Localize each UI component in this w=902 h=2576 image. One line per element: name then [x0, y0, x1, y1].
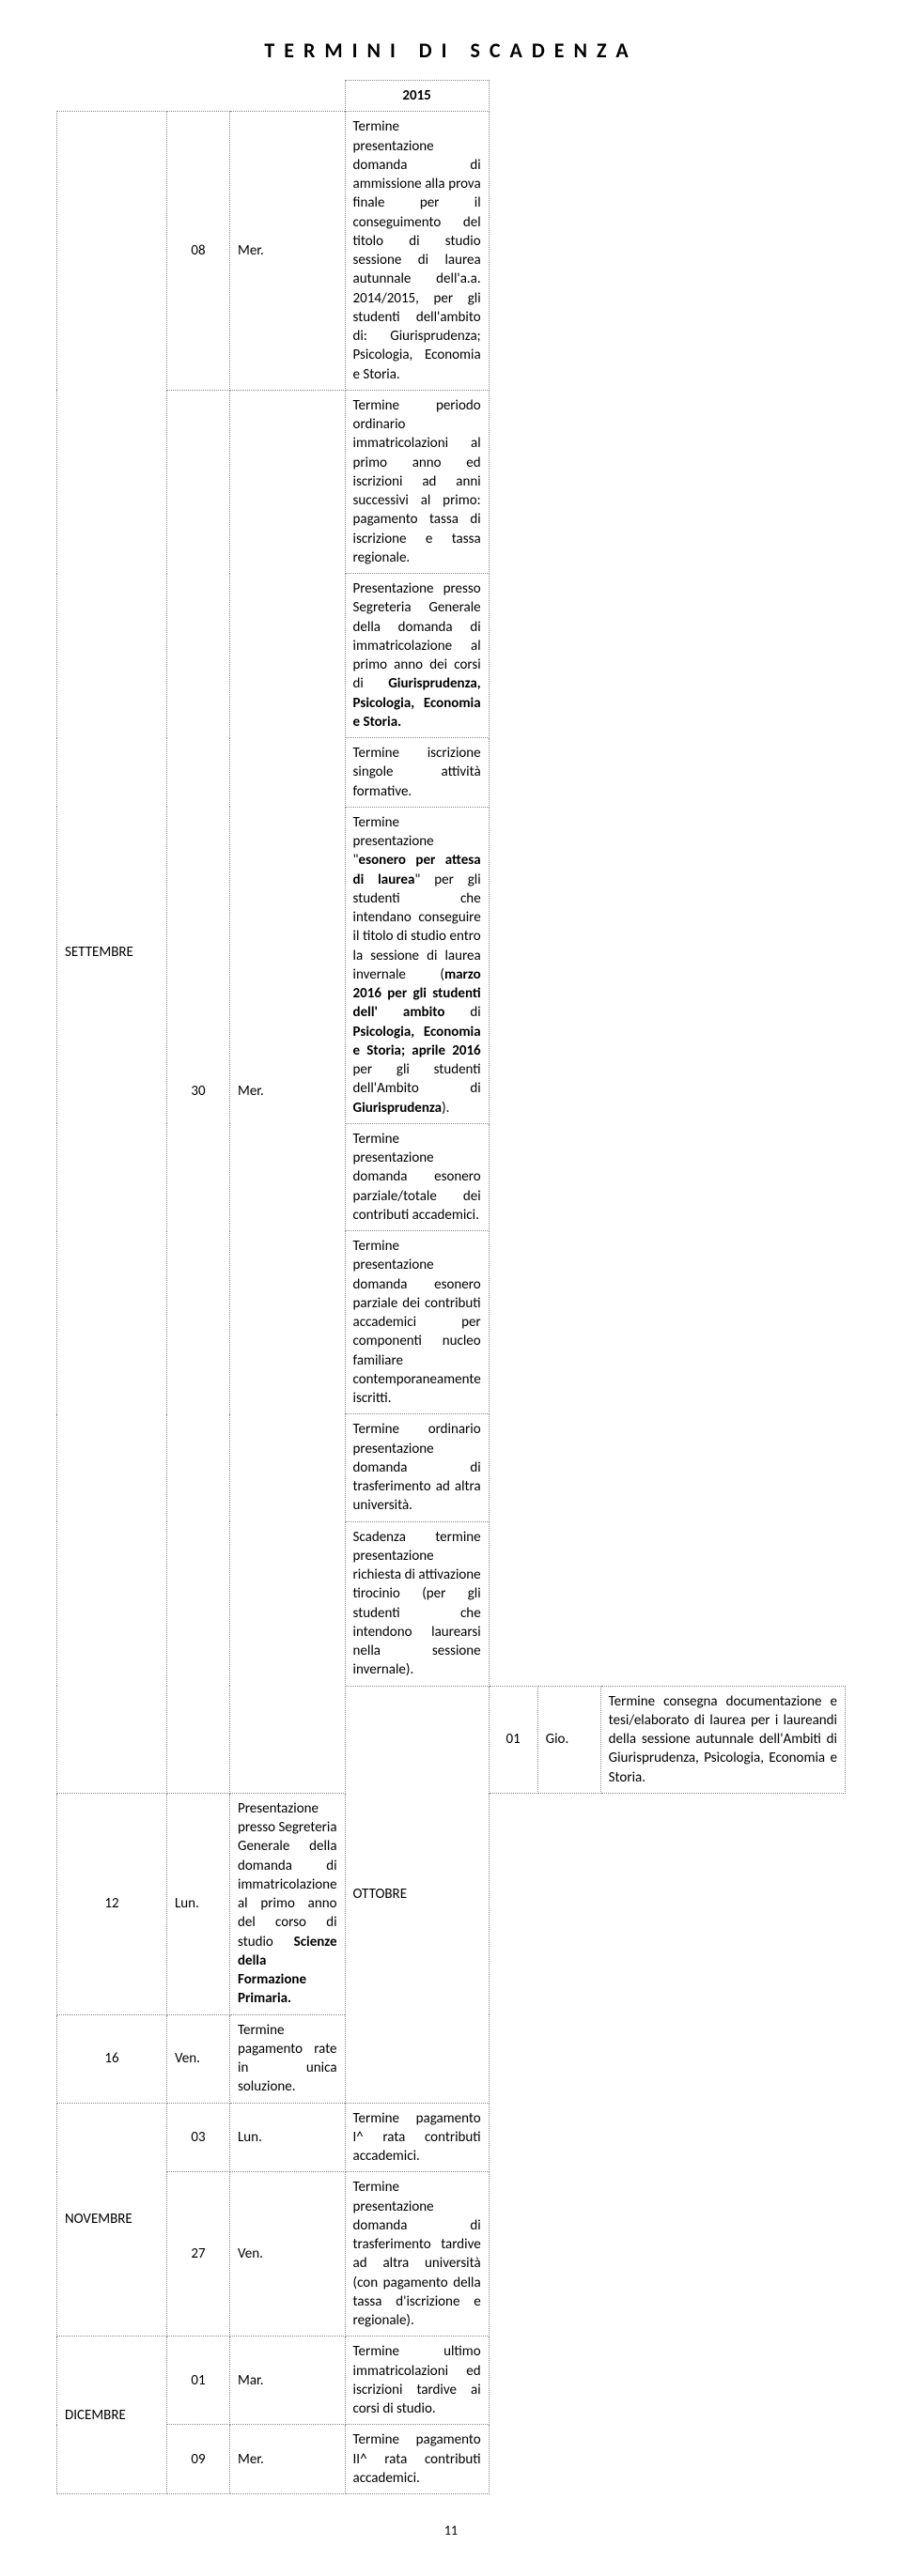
description-cell: Termine ordinario presentazione domanda …	[345, 1414, 489, 1521]
table-row: SETTEMBRE08Mer.Termine presentazione dom…	[57, 112, 846, 391]
day-cell: 08	[167, 112, 230, 391]
description-cell: Presentazione presso Segreteria Generale…	[345, 574, 489, 738]
description-cell: Presentazione presso Segreteria Generale…	[230, 1793, 346, 2014]
weekday-cell: Lun.	[230, 2103, 346, 2172]
table-row: 30Mer.Termine periodo ordinario immatric…	[57, 390, 846, 573]
page-number: 11	[56, 2522, 846, 2538]
description-cell: Termine presentazione domanda di ammissi…	[345, 112, 489, 391]
description-cell: Termine presentazione domanda di trasfer…	[345, 2172, 489, 2337]
day-cell: 12	[57, 1793, 167, 2014]
weekday-cell: Mer.	[230, 112, 346, 391]
month-cell: OTTOBRE	[345, 1686, 489, 2103]
description-cell: Termine periodo ordinario immatricolazio…	[345, 390, 489, 573]
description-cell: Termine iscrizione singole attività form…	[345, 738, 489, 808]
day-cell: 09	[167, 2425, 230, 2494]
weekday-cell: Mer.	[230, 2425, 346, 2494]
description-cell: Termine consegna documentazione e tesi/e…	[600, 1686, 845, 1793]
year-header: 2015	[345, 81, 489, 112]
weekday-cell: Lun.	[167, 1793, 230, 2014]
day-cell: 03	[167, 2103, 230, 2172]
month-cell: DICEMBRE	[57, 2337, 167, 2494]
blank-cell	[230, 81, 346, 112]
table-row: DICEMBRE01Mar.Termine ultimo immatricola…	[57, 2337, 846, 2425]
weekday-cell: Mer.	[230, 390, 346, 1793]
deadlines-table: 2015SETTEMBRE08Mer.Termine presentazione…	[56, 80, 846, 2494]
day-cell: 01	[167, 2337, 230, 2425]
weekday-cell: Ven.	[167, 2014, 230, 2103]
weekday-cell: Ven.	[230, 2172, 346, 2337]
day-cell: 01	[489, 1686, 537, 1793]
description-cell: Termine pagamento I^ rata contributi acc…	[345, 2103, 489, 2172]
table-row: NOVEMBRE03Lun.Termine pagamento I^ rata …	[57, 2103, 846, 2172]
blank-cell	[57, 81, 167, 112]
description-cell: Termine pagamento rate in unica soluzion…	[230, 2014, 346, 2103]
month-cell: NOVEMBRE	[57, 2103, 167, 2337]
table-row: 09Mer.Termine pagamento II^ rata contrib…	[57, 2425, 846, 2494]
description-cell: Termine presentazione "esonero per attes…	[345, 807, 489, 1123]
description-cell: Termine pagamento II^ rata contributi ac…	[345, 2425, 489, 2494]
description-cell: Termine presentazione domanda esonero pa…	[345, 1123, 489, 1230]
page-title: TERMINI DI SCADENZA	[56, 38, 846, 63]
description-cell: Termine presentazione domanda esonero pa…	[345, 1231, 489, 1414]
day-cell: 27	[167, 2172, 230, 2337]
blank-cell	[167, 81, 230, 112]
weekday-cell: Mar.	[230, 2337, 346, 2425]
day-cell: 30	[167, 390, 230, 1793]
month-cell: SETTEMBRE	[57, 112, 167, 1794]
day-cell: 16	[57, 2014, 167, 2103]
description-cell: Termine ultimo immatricolazioni ed iscri…	[345, 2337, 489, 2425]
table-row: 27Ven.Termine presentazione domanda di t…	[57, 2172, 846, 2337]
description-cell: Scadenza termine presentazione richiesta…	[345, 1521, 489, 1686]
weekday-cell: Gio.	[537, 1686, 600, 1793]
